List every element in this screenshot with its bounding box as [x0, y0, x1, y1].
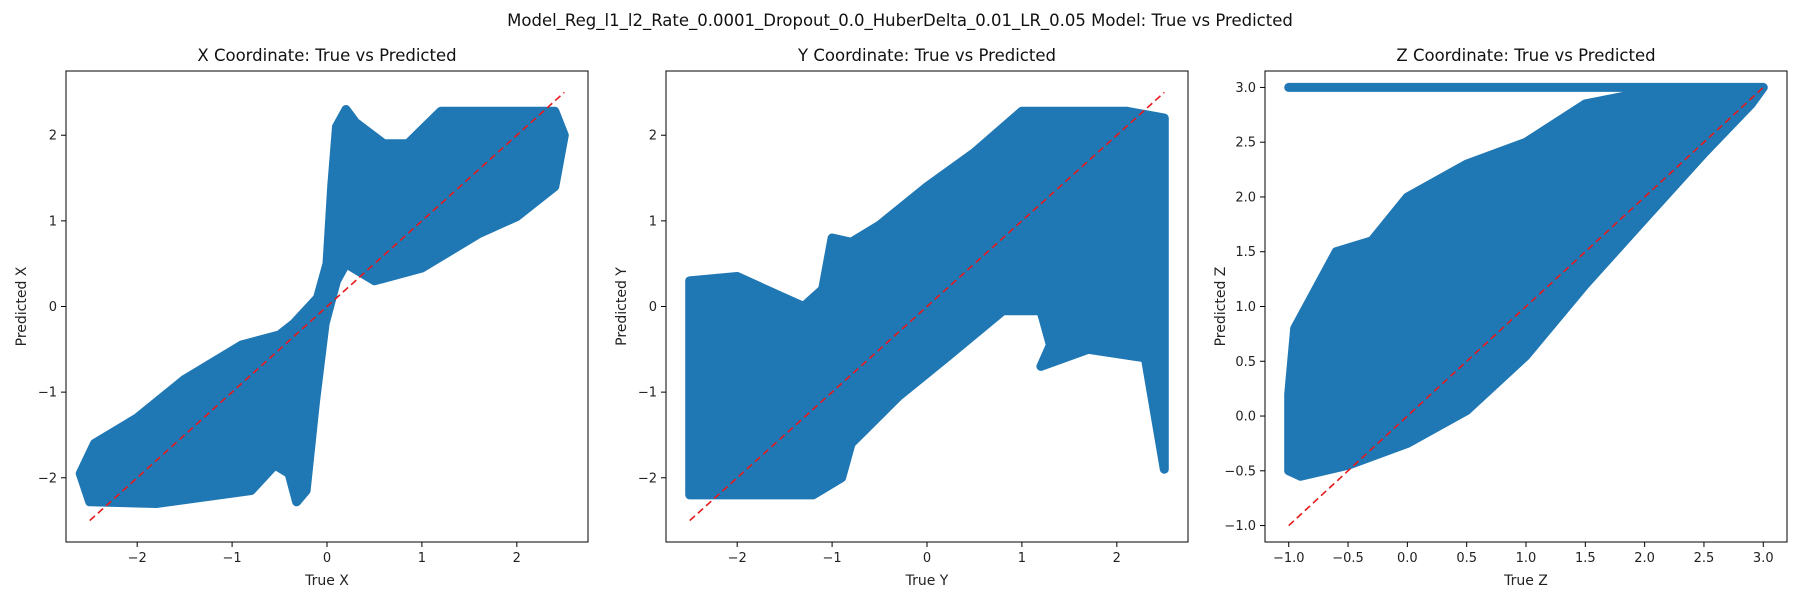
scatter-points-cloud: [685, 106, 1169, 500]
x-tick-label: 2: [513, 551, 521, 566]
x-tick-label: −2: [728, 551, 747, 566]
scatter-points-cloud: [1284, 82, 1768, 481]
y-tick-label: −2: [638, 471, 657, 486]
y-tick-label: 2.0: [1235, 190, 1256, 205]
y-tick-label: 2: [649, 129, 657, 144]
subplot-title: Y Coordinate: True vs Predicted: [797, 46, 1056, 65]
scatter-points-cloud: [75, 105, 569, 508]
x-axis-label: True Y: [905, 573, 949, 589]
ideal-line: [89, 91, 565, 522]
y-tick-label: 1.5: [1235, 245, 1256, 260]
subplot-3: −1.0 −0.5 0.0 0.5 1.0 1.5 2.0 2.5 3.0 −1.0 −0.5 0.0…: [1213, 46, 1788, 589]
x-tick-label: 2.0: [1634, 551, 1655, 566]
y-tick-label: 2.5: [1235, 136, 1256, 151]
y-tick-label: 1: [649, 214, 657, 229]
y-tick-label: −1: [638, 386, 657, 401]
x-tick-label: 3.0: [1753, 551, 1774, 566]
subplot-2: −2 −1 0 1 2 −2 −1 0 1 2 Y Coordinate: True vs Pred…: [614, 46, 1189, 589]
x-tick-label: −1.0: [1273, 551, 1305, 566]
x-tick-label: 1: [1018, 551, 1026, 566]
x-tick-label: 0.0: [1397, 551, 1418, 566]
x-tick-label: −2: [128, 551, 147, 566]
y-tick-label: 2: [49, 129, 57, 144]
x-tick-label: −0.5: [1332, 551, 1364, 566]
y-tick-label: −0.5: [1224, 464, 1256, 479]
y-tick-label: 0.0: [1235, 410, 1256, 425]
figure-suptitle: Model_Reg_l1_l2_Rate_0.0001_Dropout_0.0_…: [507, 11, 1293, 31]
x-tick-label: 1: [418, 551, 426, 566]
subplot-1: −2 −1 0 1 2 −2 −1 0 1 2 X Coordinate: True vs Pred…: [14, 46, 589, 589]
x-tick-label: 0.5: [1456, 551, 1477, 566]
x-axis-label: True Z: [1503, 573, 1548, 589]
x-tick-label: 1.0: [1516, 551, 1537, 566]
y-tick-label: 0: [49, 300, 57, 315]
y-tick-label: 0: [649, 300, 657, 315]
y-axis-label: Predicted X: [14, 266, 30, 346]
y-tick-label: 1: [49, 214, 57, 229]
ideal-line: [689, 91, 1165, 522]
x-axis-label: True X: [304, 573, 349, 589]
y-tick-label: −2: [38, 471, 57, 486]
x-tick-label: 0: [923, 551, 931, 566]
x-tick-label: 2.5: [1694, 551, 1715, 566]
y-tick-label: 1.0: [1235, 300, 1256, 315]
ideal-line: [1288, 86, 1764, 527]
subplot-title: Z Coordinate: True vs Predicted: [1396, 46, 1655, 65]
x-tick-label: −1: [223, 551, 242, 566]
x-tick-label: 0: [323, 551, 331, 566]
x-tick-label: 2: [1113, 551, 1121, 566]
x-tick-label: 1.5: [1575, 551, 1596, 566]
y-axis-label: Predicted Y: [614, 267, 630, 346]
y-axis-label: Predicted Z: [1213, 267, 1229, 347]
x-tick-label: −1: [823, 551, 842, 566]
y-tick-label: −1: [38, 386, 57, 401]
subplot-title: X Coordinate: True vs Predicted: [197, 46, 456, 65]
y-tick-label: −1.0: [1224, 519, 1256, 534]
y-tick-label: 3.0: [1235, 81, 1256, 96]
y-tick-label: 0.5: [1235, 355, 1256, 370]
subplots-container: −2 −1 0 1 2 −2 −1 0 1 2 X Coordinate: True vs Pred…: [14, 46, 1788, 589]
